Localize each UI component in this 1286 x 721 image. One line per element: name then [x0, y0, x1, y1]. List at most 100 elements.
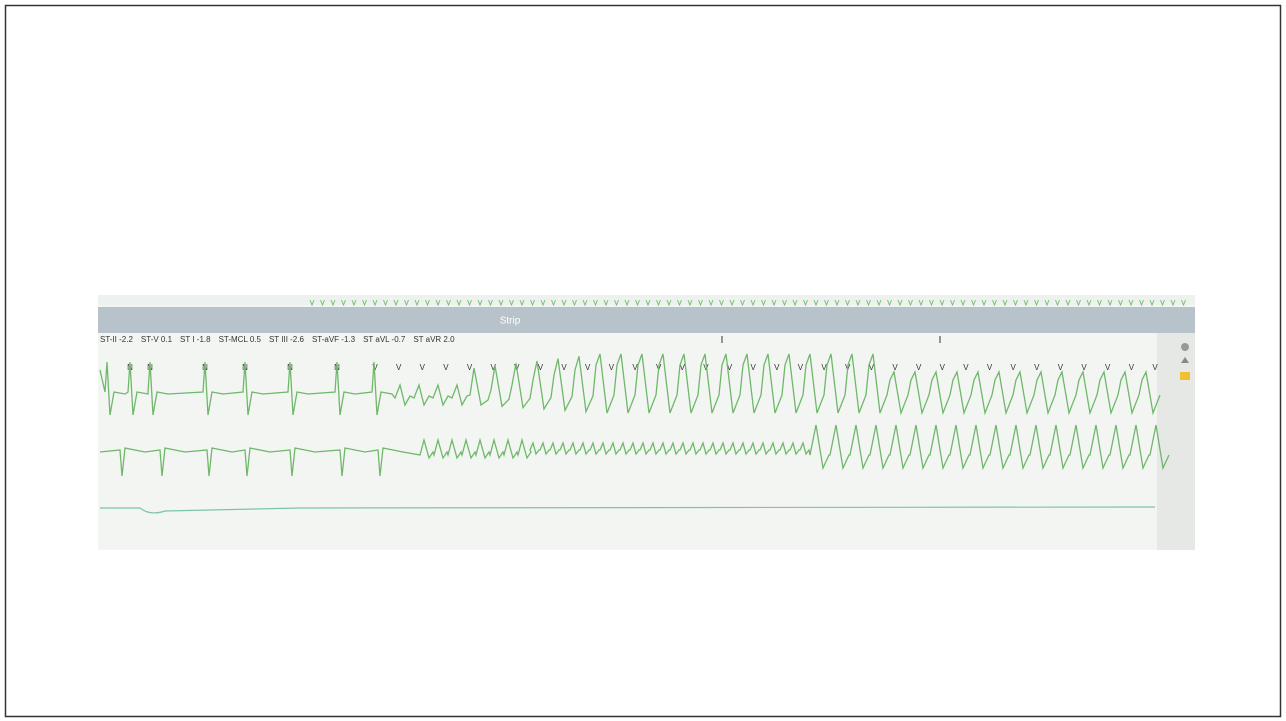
top-tick	[561, 299, 567, 307]
top-tick	[383, 299, 388, 307]
top-tick	[635, 299, 640, 307]
beat-label: V	[467, 363, 473, 372]
st-value: ST-MCL 0.5	[219, 335, 262, 344]
top-tick	[1002, 299, 1008, 307]
beat-label: V	[538, 363, 544, 372]
top-tick	[708, 299, 714, 307]
top-tick	[393, 299, 399, 307]
top-tick	[750, 299, 756, 307]
top-tick	[813, 299, 819, 307]
beat-label: V	[916, 363, 922, 372]
top-tick	[467, 299, 472, 307]
top-tick	[719, 299, 724, 307]
top-tick	[1139, 299, 1144, 307]
top-tick	[446, 299, 451, 307]
beat-label: V	[1105, 363, 1111, 372]
side-icon[interactable]	[1181, 357, 1189, 363]
beat-label: V	[963, 363, 969, 372]
top-tick	[477, 299, 483, 307]
top-tick	[960, 299, 966, 307]
top-tick	[792, 299, 798, 307]
top-tick	[1170, 299, 1176, 307]
st-value: ST-II -2.2	[100, 335, 133, 344]
top-tick	[887, 299, 892, 307]
monitor-screen	[98, 295, 1195, 550]
beat-label: V	[372, 363, 378, 372]
top-tick	[551, 299, 556, 307]
ecg-trace	[99, 353, 1161, 416]
pleth-trace	[100, 506, 1156, 514]
beat-label: V	[632, 363, 638, 372]
title-bar	[98, 307, 1195, 333]
beat-label: V	[869, 363, 875, 372]
side-icon[interactable]	[1181, 343, 1189, 351]
top-tick	[950, 299, 955, 307]
top-tick	[330, 299, 336, 307]
top-tick	[362, 299, 367, 307]
top-tick	[309, 299, 315, 307]
ecg-trace	[99, 424, 1170, 477]
top-tick	[855, 299, 861, 307]
side-icon[interactable]	[1180, 372, 1190, 380]
top-tick	[1034, 299, 1039, 307]
top-tick	[1076, 299, 1081, 307]
top-tick	[425, 299, 430, 307]
beat-label: V	[443, 363, 449, 372]
top-tick	[488, 299, 493, 307]
top-tick	[1149, 299, 1155, 307]
top-tick	[866, 299, 871, 307]
top-tick	[645, 299, 651, 307]
top-tick	[908, 299, 913, 307]
beat-label: V	[680, 363, 686, 372]
top-tick	[1160, 299, 1165, 307]
beat-label: V	[420, 363, 426, 372]
top-tick	[509, 299, 514, 307]
top-tick	[456, 299, 462, 307]
side-panel	[1157, 333, 1195, 550]
top-tick	[729, 299, 735, 307]
top-tick	[519, 299, 525, 307]
top-tick	[929, 299, 934, 307]
beat-label: V	[821, 363, 827, 372]
top-tick	[572, 299, 577, 307]
beat-label: V	[892, 363, 898, 372]
beat-label: V	[1152, 363, 1158, 372]
top-tick	[498, 299, 504, 307]
beat-label: V	[774, 363, 780, 372]
st-value: ST aVL -0.7	[363, 335, 406, 344]
top-tick	[614, 299, 619, 307]
top-tick	[1055, 299, 1060, 307]
top-tick	[971, 299, 976, 307]
st-readout: ST-II -2.2 ST-V 0.1 ST I -1.8 ST-MCL 0.5 ST …	[100, 335, 455, 344]
top-tick	[1181, 299, 1186, 307]
beat-label: V	[798, 363, 804, 372]
top-tick	[540, 299, 546, 307]
top-tick	[1097, 299, 1102, 307]
beat-label: V	[727, 363, 733, 372]
beat-label: V	[987, 363, 993, 372]
top-tick	[656, 299, 661, 307]
top-tick	[404, 299, 409, 307]
top-tick	[1065, 299, 1071, 307]
st-value: ST I -1.8	[180, 335, 211, 344]
top-tick	[1107, 299, 1113, 307]
st-value: ST-V 0.1	[141, 335, 173, 344]
top-tick	[761, 299, 766, 307]
top-tick	[740, 299, 745, 307]
top-tick	[351, 299, 357, 307]
top-tick	[803, 299, 808, 307]
st-value: ST III -2.6	[269, 335, 305, 344]
top-tick	[341, 299, 346, 307]
beat-label: V	[1129, 363, 1135, 372]
top-tick	[320, 299, 325, 307]
beat-label: V	[396, 363, 402, 372]
beat-label: V	[1034, 363, 1040, 372]
top-tick	[687, 299, 693, 307]
top-tick	[593, 299, 598, 307]
top-tick	[897, 299, 903, 307]
top-tick	[918, 299, 924, 307]
top-tick	[1118, 299, 1123, 307]
top-tick	[624, 299, 630, 307]
beat-label: V	[940, 363, 946, 372]
